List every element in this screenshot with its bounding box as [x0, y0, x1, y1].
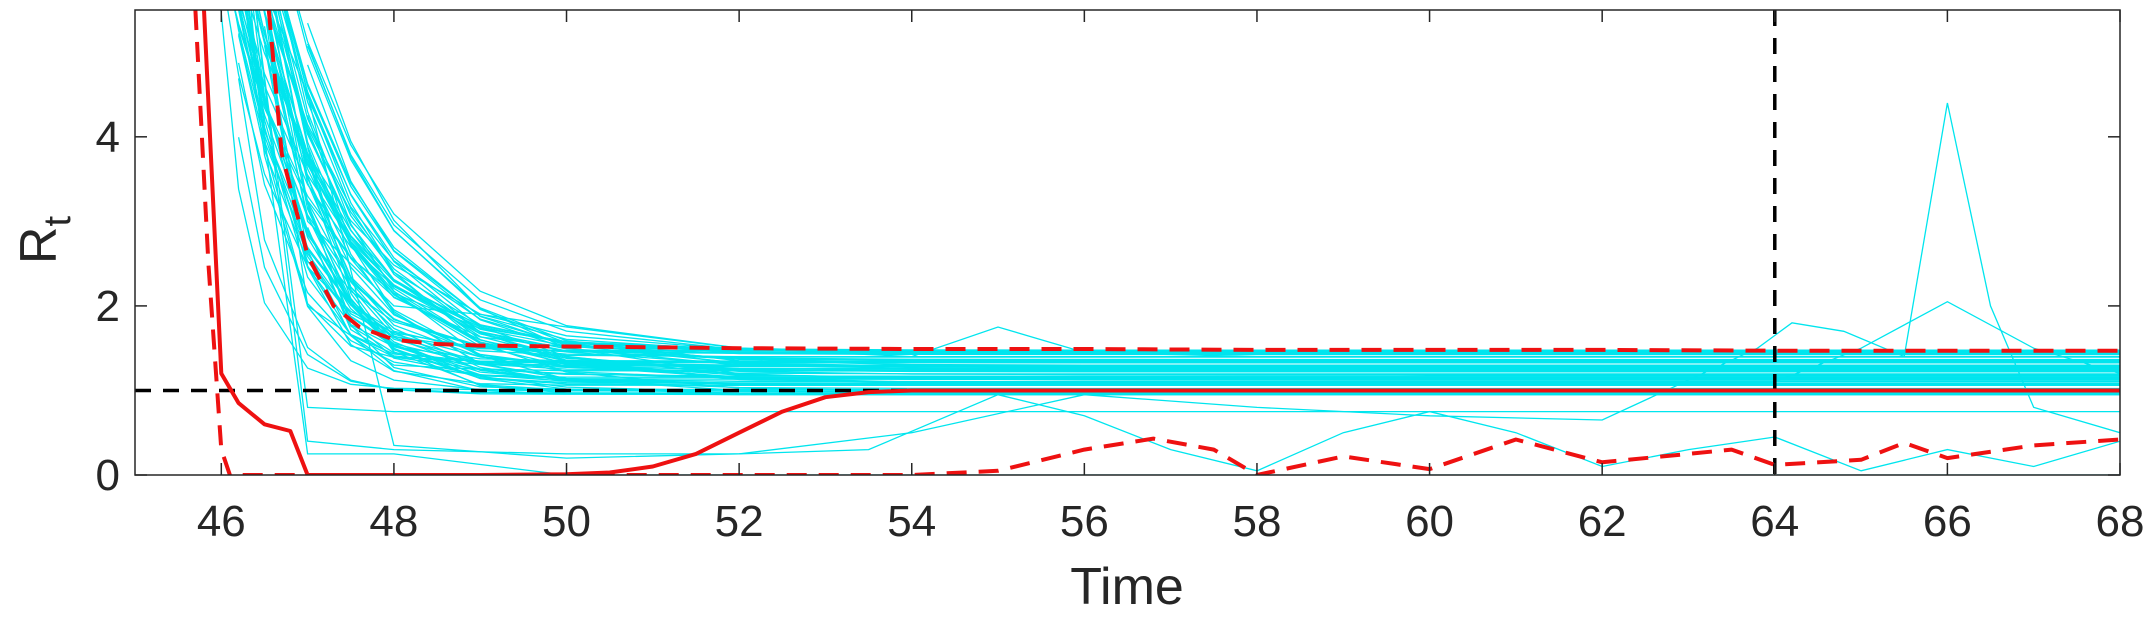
x-tick-label: 54: [887, 497, 936, 546]
y-tick-label: 2: [96, 282, 120, 331]
red-series-line-1: [266, 10, 2120, 353]
plot-frame: [134, 9, 2121, 476]
x-tick-label: 64: [1750, 497, 1799, 546]
sample-line: [272, 10, 2120, 459]
sample-line: [263, 13, 2120, 372]
x-tick-label: 60: [1405, 497, 1454, 546]
x-tick-label: 58: [1232, 497, 1281, 546]
x-tick-label: 56: [1060, 497, 1109, 546]
y-tick-label: 4: [96, 113, 120, 162]
sample-line: [266, 10, 2120, 385]
sample-line: [270, 10, 2120, 373]
y-tick-label: 0: [96, 451, 120, 500]
x-tick-label: 68: [2096, 497, 2145, 546]
sample-line: [237, 137, 2120, 394]
plot-background: [135, 10, 2120, 475]
x-tick-label: 50: [542, 497, 591, 546]
red-series-line-0: [202, 10, 2120, 475]
x-tick-label: 66: [1923, 497, 1972, 546]
red-series-line-2: [193, 10, 2120, 475]
sample-line: [296, 10, 2120, 366]
y-axis-label-subscript: t: [37, 216, 79, 227]
red-lines: [193, 10, 2120, 475]
sample-line: [263, 10, 2120, 383]
sample-line: [270, 10, 2120, 386]
x-tick-label: 48: [369, 497, 418, 546]
sample-line: [263, 10, 2120, 358]
x-axis-ticks: 46 48 50 52 54 56 58 60 62 64 66 68: [197, 10, 2145, 546]
sample-lines: [220, 10, 2120, 475]
sample-line: [263, 41, 2120, 396]
y-axis-ticks: 0 2 4: [96, 113, 2120, 500]
y-axis-label-main: R: [10, 227, 68, 265]
sample-line: [306, 206, 2120, 378]
sample-line: [258, 10, 2120, 380]
y-axis-label: Rt: [10, 216, 79, 265]
x-tick-label: 52: [715, 497, 764, 546]
sample-line: [256, 10, 2120, 361]
x-tick-label: 62: [1578, 497, 1627, 546]
sample-line: [246, 10, 2120, 475]
x-axis-label: Time: [1070, 558, 1184, 616]
sample-line: [255, 10, 2120, 472]
sample-line: [239, 10, 2120, 375]
sample-line: [306, 22, 2120, 381]
x-tick-label: 46: [197, 497, 246, 546]
